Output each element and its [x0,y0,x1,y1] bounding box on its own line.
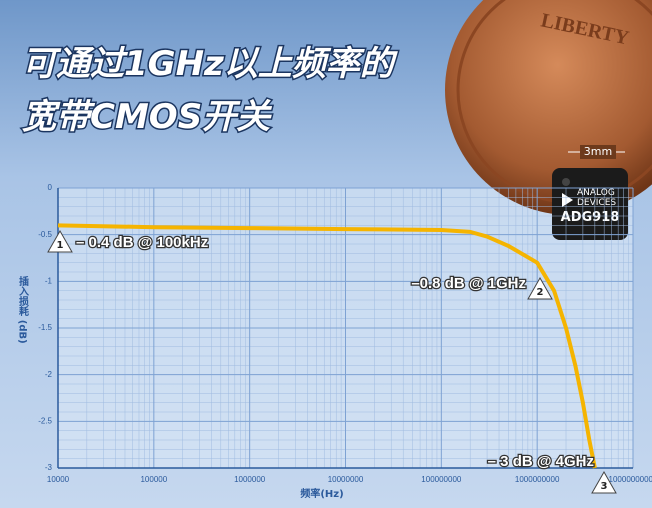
annotation-marker [527,276,553,300]
title-line: 宽带CMOS开关 [22,97,272,137]
x-tick-label: 10000 [47,475,70,484]
x-tick-label: 10000000000 [609,475,652,484]
x-tick-label: 100000000 [421,475,462,484]
x-tick-label: 10000000 [328,475,364,484]
chip-size: 3mm [584,145,612,158]
title-line: 可通过1GHz以上频率的 [22,44,399,84]
annotation-text: – 3 dB @ 4GHz [488,453,594,470]
y-tick-label: -3 [45,463,53,472]
y-tick-label: 0 [48,183,53,192]
chip-brand: DEVICES [577,198,616,208]
chip-logo [562,193,573,207]
chip [552,168,628,240]
annotation-text: –0.8 dB @ 1GHz [411,275,526,292]
x-tick-label: 1000000000 [515,475,560,484]
chip-dot [562,178,570,186]
y-tick-label: -2 [45,370,53,379]
x-tick-label: 100000 [140,475,167,484]
y-tick-label: -1 [45,276,53,285]
x-tick-label: 1000000 [234,475,266,484]
x-axis-label: 频率(Hz) [300,487,343,500]
annotation-number: 3 [601,481,608,492]
annotation-text: – 0.4 dB @ 100kHz [76,234,208,251]
y-tick-label: -0.5 [38,230,52,239]
y-tick-label: -2.5 [38,416,52,425]
annotation-marker [47,229,73,253]
annotation-number: 2 [537,287,544,298]
annotation-number: 1 [57,240,64,251]
chip-part: ADG918 [561,210,620,225]
line-series [57,223,597,469]
dimension-bg [580,145,616,159]
chip-brand: ANALOG [577,188,615,198]
coin [445,0,652,215]
y-tick-label: -1.5 [38,323,52,332]
annotation-marker [591,470,617,494]
y-axis-label: 插入损耗 (dB) [17,275,29,344]
